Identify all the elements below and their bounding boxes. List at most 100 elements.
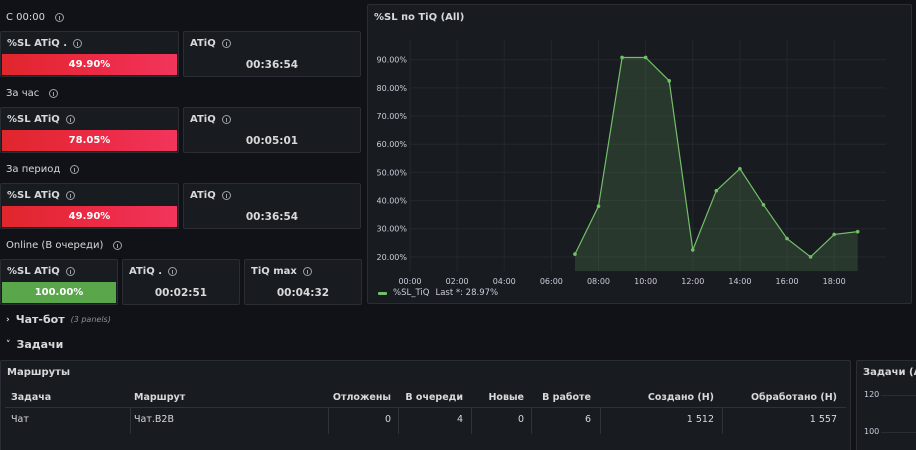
panel-title-text: ATiQ [190, 38, 216, 49]
panel-title-text: ATiQ . [129, 266, 162, 277]
info-icon[interactable] [221, 191, 231, 200]
panel-title-text: %SL ATiQ [7, 114, 60, 125]
data-point [596, 204, 601, 209]
y-tick-label: 90.00% [376, 56, 407, 65]
group-label-text: За час [6, 88, 40, 99]
stat-panel-atiq-hour[interactable]: ATiQ 00:05:01 [183, 107, 361, 153]
y-tick-label: 30.00% [376, 225, 407, 234]
series-area [575, 57, 858, 271]
stat-value-bar: 49.90% [2, 206, 177, 227]
info-icon[interactable] [221, 39, 231, 48]
group-label-since-midnight: С 00:00 [6, 12, 64, 23]
chevron-down-icon: ˅ [6, 339, 11, 350]
stat-panel-atiq-online[interactable]: ATiQ . 00:02:51 [122, 259, 240, 305]
table-cell: 0 [384, 414, 391, 425]
info-icon[interactable] [54, 13, 64, 22]
stat-value: 00:05:01 [245, 135, 299, 147]
stat-panel-atiq-period[interactable]: ATiQ 00:36:54 [183, 183, 361, 229]
area-chart[interactable]: 20.00% 30.00% 40.00% 50.00% 60.00% 70.00% 80.0… [368, 5, 913, 305]
info-icon[interactable] [168, 267, 177, 276]
cell-divider [328, 408, 329, 434]
routes-table-panel[interactable]: Маршруты Задача Маршрут Отложены В очере… [0, 360, 851, 450]
info-icon[interactable] [65, 115, 75, 124]
info-icon[interactable] [65, 267, 75, 276]
column-header-in-progress[interactable]: В работе [542, 392, 591, 403]
row-title: Задачи [16, 338, 64, 351]
y-tick-label: 40.00% [376, 197, 407, 206]
panel-title: ATiQ [190, 190, 231, 201]
panel-title: %SL ATiQ . [7, 38, 83, 49]
data-point [761, 202, 766, 207]
table-cell: 1 512 [686, 414, 714, 425]
row-tasks[interactable]: ˅ Задачи [6, 338, 63, 351]
table-cell: Чат [11, 414, 29, 425]
x-tick-label: 18:00 [823, 277, 846, 286]
x-tick-label: 10:00 [634, 277, 657, 286]
cell-divider [531, 408, 532, 434]
panel-title: ATiQ . [129, 266, 177, 277]
cell-divider [471, 408, 472, 434]
data-point [620, 55, 624, 60]
stat-value: 00:36:54 [245, 59, 299, 71]
stat-panel-atiq-since-midnight[interactable]: ATiQ 00:36:54 [183, 31, 361, 77]
row-chat-bot[interactable]: › Чат-бот (3 panels) [6, 313, 111, 326]
column-header-created[interactable]: Создано (Н) [647, 392, 714, 403]
data-point [855, 229, 860, 234]
x-tick-label: 12:00 [681, 277, 704, 286]
chart-legend[interactable]: %SL_TiQ Last *: 28.97% [378, 288, 498, 298]
panel-title: TiQ max [251, 266, 312, 277]
group-label-hour: За час [6, 88, 59, 99]
cell-divider [722, 408, 723, 434]
x-tick-label: 00:00 [398, 277, 421, 286]
stat-panel-sl-atiq-online[interactable]: %SL ATiQ 100.00% [0, 259, 118, 305]
info-icon[interactable] [73, 39, 83, 48]
stat-panel-sl-atiq-since-midnight[interactable]: %SL ATiQ . 49.90% [0, 31, 179, 77]
y-tick-label: 100 [864, 427, 880, 436]
stat-panel-sl-atiq-period[interactable]: %SL ATiQ 49.90% [0, 183, 179, 229]
grid-line [881, 395, 916, 396]
tasks-chart-panel[interactable]: Задачи (All) 120 100 [856, 360, 916, 450]
panel-title-text: %SL ATiQ . [7, 38, 68, 49]
legend-series-name: %SL_TiQ [393, 288, 430, 298]
data-point [785, 236, 789, 241]
info-icon[interactable] [65, 191, 75, 200]
panel-title-text: %SL ATiQ [7, 266, 60, 277]
x-tick-label: 06:00 [540, 277, 563, 286]
x-tick-label: 08:00 [587, 277, 610, 286]
panel-title-text: ATiQ [190, 114, 216, 125]
group-label-text: С 00:00 [6, 12, 45, 23]
stat-panel-sl-atiq-hour[interactable]: %SL ATiQ 78.05% [0, 107, 179, 153]
x-tick-label: 04:00 [493, 277, 516, 286]
stat-value-bar: 49.90% [2, 54, 177, 75]
info-icon[interactable] [221, 115, 231, 124]
info-icon[interactable] [70, 165, 80, 174]
cell-divider [600, 408, 601, 434]
column-header-postponed[interactable]: Отложены [332, 392, 391, 403]
table-cell: Чат.B2B [134, 414, 174, 425]
stat-value-bar: 78.05% [2, 130, 177, 151]
x-tick-label: 14:00 [728, 277, 751, 286]
data-point [643, 55, 648, 60]
x-tick-label: 16:00 [775, 277, 798, 286]
data-point [667, 79, 672, 83]
column-header-in-queue[interactable]: В очереди [405, 392, 463, 403]
y-tick-label: 50.00% [376, 168, 407, 177]
cell-divider [130, 408, 131, 434]
panel-title: %SL ATiQ [7, 190, 75, 201]
info-icon[interactable] [113, 241, 123, 250]
column-header-processed[interactable]: Обработано (Н) [750, 392, 837, 403]
column-header-route[interactable]: Маршрут [134, 392, 186, 403]
group-label-period: За период [6, 164, 80, 175]
row-panel-count: (3 panels) [70, 315, 111, 324]
legend-swatch-icon [378, 291, 387, 295]
data-point [808, 255, 813, 259]
info-icon[interactable] [302, 267, 312, 276]
y-tick-label: 80.00% [376, 84, 407, 93]
column-header-new[interactable]: Новые [488, 392, 524, 403]
info-icon[interactable] [49, 89, 59, 98]
chart-panel-sl-by-tiq[interactable]: %SL по TiQ (All) 20.00% 30.00% 40.00% 50.00… [367, 4, 912, 304]
stat-panel-tiq-max-online[interactable]: TiQ max 00:04:32 [244, 259, 362, 305]
table-cell: 4 [456, 414, 463, 425]
column-header-task[interactable]: Задача [11, 392, 52, 403]
chart-title: %SL по TiQ (All) [374, 12, 465, 23]
